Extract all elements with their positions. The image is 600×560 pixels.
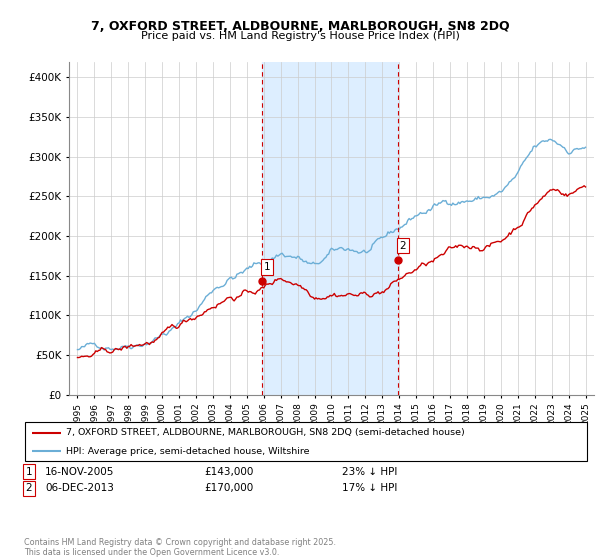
Text: £170,000: £170,000 [204, 483, 253, 493]
FancyBboxPatch shape [25, 422, 587, 461]
Text: 7, OXFORD STREET, ALDBOURNE, MARLBOROUGH, SN8 2DQ (semi-detached house): 7, OXFORD STREET, ALDBOURNE, MARLBOROUGH… [66, 428, 465, 437]
Text: 2: 2 [25, 483, 32, 493]
Text: 1: 1 [25, 466, 32, 477]
Text: £143,000: £143,000 [204, 466, 253, 477]
Text: 1: 1 [263, 262, 270, 272]
Text: HPI: Average price, semi-detached house, Wiltshire: HPI: Average price, semi-detached house,… [66, 447, 310, 456]
Text: Price paid vs. HM Land Registry's House Price Index (HPI): Price paid vs. HM Land Registry's House … [140, 31, 460, 41]
Text: 16-NOV-2005: 16-NOV-2005 [45, 466, 115, 477]
Text: 23% ↓ HPI: 23% ↓ HPI [342, 466, 397, 477]
Text: Contains HM Land Registry data © Crown copyright and database right 2025.
This d: Contains HM Land Registry data © Crown c… [24, 538, 336, 557]
Text: 2: 2 [400, 241, 406, 251]
Text: 17% ↓ HPI: 17% ↓ HPI [342, 483, 397, 493]
Text: 06-DEC-2013: 06-DEC-2013 [45, 483, 114, 493]
Bar [262, 62, 398, 395]
Text: 7, OXFORD STREET, ALDBOURNE, MARLBOROUGH, SN8 2DQ: 7, OXFORD STREET, ALDBOURNE, MARLBOROUGH… [91, 20, 509, 32]
